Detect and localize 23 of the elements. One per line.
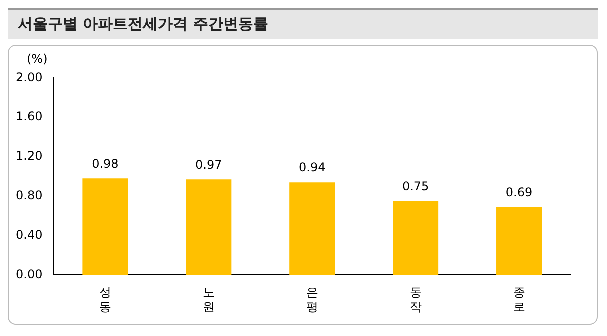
data-label: 0.97	[196, 158, 222, 172]
y-tick-label: 2.00	[16, 70, 43, 84]
y-tick-label: 1.20	[16, 149, 43, 164]
bar	[186, 180, 232, 276]
x-tick-label: 동작	[410, 286, 422, 314]
y-tick-label: 0.80	[16, 188, 43, 203]
bar	[496, 207, 542, 276]
y-tick-label: 0.00	[16, 267, 43, 282]
y-tick-label: 1.60	[16, 110, 43, 124]
x-tick-label: 종로	[513, 286, 526, 314]
data-label: 0.75	[402, 179, 430, 194]
bar	[393, 201, 439, 276]
chart-title: 서울구별 아파트전세가격 주간변동률	[8, 8, 598, 39]
data-label: 0.94	[299, 160, 326, 175]
x-tick-label: 성동	[99, 286, 112, 314]
y-tick-label: 0.40	[16, 228, 43, 242]
bar	[82, 178, 128, 276]
x-tick-label: 은평	[306, 286, 318, 314]
bar	[290, 182, 336, 276]
y-axis-title: (%)	[27, 52, 49, 68]
x-tick-label: 노원	[202, 286, 215, 314]
data-label: 0.69	[506, 185, 533, 200]
data-label: 0.98	[92, 156, 119, 171]
